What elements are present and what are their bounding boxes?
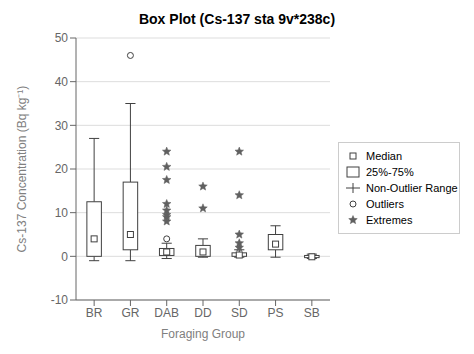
svg-text:0: 0 (61, 250, 68, 264)
html-text:Box Plot (Cs-137 sta 9v*238c): Box Plot (Cs-137 sta 9v*238c) (139, 11, 335, 27)
svg-text:SD: SD (231, 306, 248, 320)
svg-text:DAB: DAB (154, 306, 179, 320)
svg-text:10: 10 (55, 206, 69, 220)
svg-text:Cs-137 Concentration (Bq kg⁻¹): Cs-137 Concentration (Bq kg⁻¹) (15, 86, 29, 253)
svg-text:50: 50 (55, 31, 69, 45)
html-text:25%-75%: 25%-75% (366, 166, 414, 178)
svg-text:20: 20 (55, 162, 69, 176)
svg-text:-10: -10 (51, 293, 69, 307)
html-text:Median: Median (366, 150, 403, 162)
html-text:Extremes: Extremes (366, 214, 413, 226)
html-text:Non-Outlier Range: Non-Outlier Range (366, 182, 458, 194)
svg-text:30: 30 (55, 119, 69, 133)
svg-text:GR: GR (121, 306, 139, 320)
html-text:Outliers: Outliers (366, 198, 404, 210)
svg-text:40: 40 (55, 75, 69, 89)
svg-text:BR: BR (86, 306, 103, 320)
svg-text:PS: PS (268, 306, 284, 320)
svg-text:SB: SB (304, 306, 320, 320)
svg-text:DD: DD (194, 306, 212, 320)
svg-text:Foraging Group: Foraging Group (161, 327, 245, 341)
